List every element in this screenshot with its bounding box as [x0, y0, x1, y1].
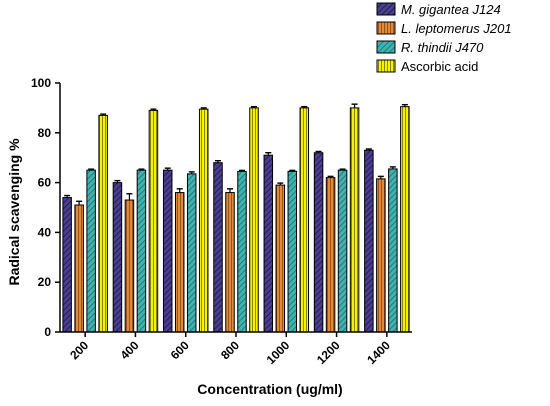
bar-1-3: [225, 192, 235, 333]
bar-3-0: [98, 114, 108, 333]
x-tick-label: 600: [168, 338, 192, 362]
bar-3-3: [249, 107, 259, 333]
bar-1-6: [376, 178, 386, 333]
bar-2-3: [237, 170, 247, 333]
bar-1-4: [275, 184, 286, 333]
bar-1-0: [74, 204, 84, 333]
y-tick-label: 80: [38, 126, 52, 140]
x-tick-label: 800: [218, 338, 242, 362]
bar-3-1: [148, 109, 159, 333]
legend: M. gigantea J124 L. leptomerus J201 R. thi…: [376, 2, 512, 74]
x-tick-label: 1400: [364, 338, 393, 367]
bar-2-2: [186, 173, 197, 333]
x-tick-label: 1200: [314, 338, 343, 367]
bar-0-5: [313, 152, 324, 333]
y-tick-label: 40: [38, 225, 52, 239]
bar-1-5: [325, 177, 336, 333]
x-axis-label: Concentration (ug/ml): [197, 381, 342, 397]
legend-label-1: L. leptomerus J201: [401, 21, 512, 36]
bar-2-6: [388, 168, 398, 333]
legend-swatch-0: [376, 2, 396, 16]
bar-0-2: [162, 169, 173, 333]
plot-area: [62, 103, 410, 333]
x-tick-label: 200: [67, 338, 91, 362]
legend-label-0: M. gigantea J124: [401, 2, 501, 17]
y-tick-label: 20: [38, 275, 52, 289]
bar-0-0: [62, 197, 72, 333]
y-tick-label: 0: [44, 325, 51, 339]
bar-2-0: [86, 169, 96, 333]
legend-label-2: R. thindii J470: [401, 40, 484, 55]
legend-swatch-2: [376, 40, 396, 54]
bar-0-6: [364, 149, 374, 333]
bar-1-1: [124, 199, 135, 333]
bar-2-4: [287, 170, 298, 333]
bar-3-4: [299, 107, 310, 333]
y-tick-label: 60: [38, 176, 52, 190]
x-tick-label: 1000: [264, 338, 293, 367]
bar-1-2: [174, 192, 185, 333]
legend-swatch-1: [376, 21, 396, 35]
y-axis-label: Radical scavenging %: [6, 138, 22, 286]
y-tick-label: 100: [31, 76, 51, 90]
bar-0-1: [112, 182, 123, 333]
legend-swatch-3: [376, 59, 396, 73]
bar-0-4: [263, 154, 274, 333]
bar-3-2: [198, 108, 209, 333]
x-tick-label: 400: [117, 338, 141, 362]
legend-label-3: Ascorbic acid: [401, 59, 478, 74]
bar-2-1: [136, 169, 147, 333]
bar-3-6: [400, 106, 410, 333]
bar-0-3: [213, 162, 223, 333]
bar-3-5: [349, 107, 360, 333]
bar-2-5: [337, 169, 348, 333]
